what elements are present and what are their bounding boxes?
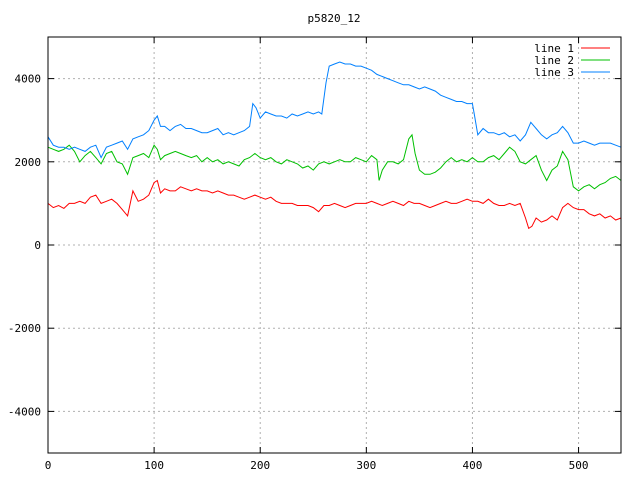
series-line-3 <box>47 61 622 159</box>
x-tick-label: 500 <box>569 459 589 472</box>
y-tick-label: 4000 <box>15 73 42 86</box>
grid <box>48 37 621 453</box>
series-group <box>47 61 622 230</box>
legend-label: line 2 <box>534 54 574 67</box>
axis-ticks: 0 100 200 300 400 500 -4000 -2000 0 2000 4000 <box>8 37 621 472</box>
y-tick-label: 2000 <box>15 156 42 169</box>
chart-title: p5820_12 <box>308 12 361 25</box>
plot-frame <box>47 36 622 454</box>
x-tick-label: 100 <box>144 459 164 472</box>
x-tick-label: 300 <box>356 459 376 472</box>
x-tick-label: 200 <box>250 459 270 472</box>
x-tick-label: 0 <box>45 459 52 472</box>
legend-label: line 1 <box>534 42 574 55</box>
series-line-1 <box>47 179 622 230</box>
y-tick-label: 0 <box>34 239 41 252</box>
series-line-2 <box>47 133 622 192</box>
y-tick-label: -4000 <box>8 405 41 418</box>
y-tick-label: -2000 <box>8 322 41 335</box>
legend-label: line 3 <box>534 66 574 79</box>
x-tick-label: 400 <box>463 459 483 472</box>
